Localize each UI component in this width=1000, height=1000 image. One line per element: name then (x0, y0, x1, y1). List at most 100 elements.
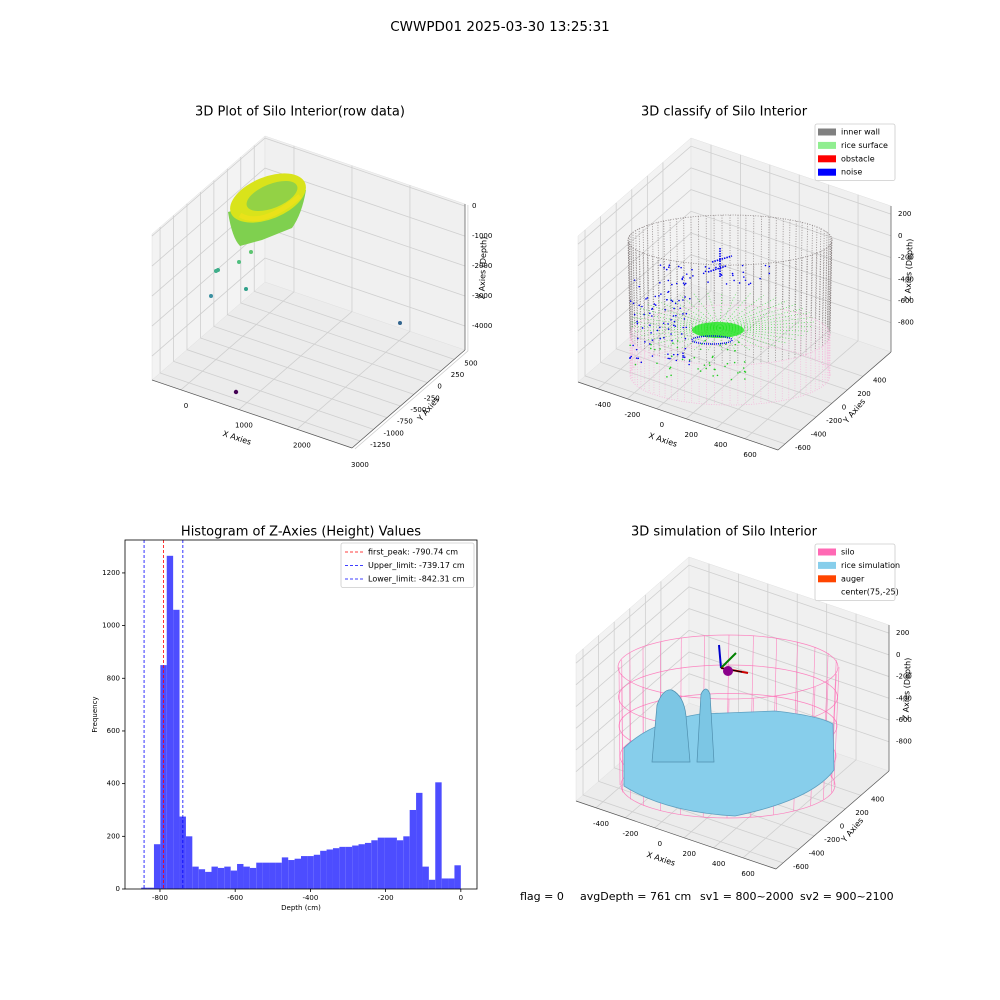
grid-line (213, 180, 415, 395)
surface-point (654, 348, 656, 351)
noise-point (741, 264, 744, 267)
noise-point (674, 302, 677, 305)
surface-point (744, 378, 746, 380)
noise-point (632, 302, 635, 305)
bar (441, 878, 449, 889)
wall-line (767, 263, 770, 363)
noise-point (651, 355, 654, 357)
noise-point (744, 279, 747, 282)
noise-point (682, 299, 684, 301)
wall-line (805, 223, 808, 316)
noise-point (670, 299, 673, 302)
bar (230, 870, 238, 889)
bar (448, 878, 455, 889)
legend-swatch (818, 575, 836, 583)
noise-point (682, 354, 684, 357)
wall-line (821, 249, 825, 347)
wall-line (669, 219, 672, 311)
x-tick-label: 400 (712, 860, 725, 868)
wall-line (690, 216, 693, 308)
chart-title: Histogram of Z-Axies (Height) Values (181, 525, 421, 540)
noise-point (685, 326, 688, 329)
wall-line (676, 261, 679, 361)
noise-point (684, 337, 687, 340)
noise-point (732, 274, 734, 277)
wall-line (800, 222, 803, 314)
noise-point (704, 270, 707, 273)
surface-point (712, 375, 714, 377)
noise-point (683, 318, 686, 320)
wall-line (676, 218, 679, 310)
noise-point (683, 356, 686, 359)
wall-line (788, 219, 791, 311)
x-tick-label: 400 (714, 441, 727, 449)
x-tick-label: 200 (683, 850, 696, 858)
chart-title: 3D Plot of Silo Interior(row data) (195, 105, 405, 120)
bar (173, 609, 180, 889)
surface-point (734, 350, 736, 352)
surface-line (693, 293, 721, 329)
noise-point (636, 322, 639, 325)
x-axis-label: X Axies (222, 429, 253, 447)
legend-label: Upper_limit: -739.17 cm (368, 561, 465, 570)
x-tick-label: -200 (624, 411, 640, 419)
surface-line (719, 327, 764, 350)
grid-line (577, 210, 892, 310)
footer-text: sv2 = 900~2100 (800, 890, 894, 903)
wall-line (635, 230, 639, 324)
point (214, 269, 218, 273)
noise-point (691, 268, 693, 271)
noise-point (759, 277, 761, 280)
point (398, 321, 402, 325)
noise-point (665, 268, 668, 271)
noise-point (688, 297, 691, 300)
grid-line (646, 175, 848, 391)
noise-point (636, 320, 638, 323)
wall-line (638, 228, 642, 322)
noise-point (688, 360, 691, 362)
y-tick-label: 400 (107, 780, 120, 788)
noise-point (672, 324, 675, 327)
surface-line (667, 297, 721, 329)
wall-line (663, 220, 666, 313)
bar (332, 848, 340, 889)
noise-point (764, 264, 767, 267)
wall-line (818, 228, 822, 322)
bar (198, 869, 206, 889)
noise-point (738, 282, 741, 284)
surface-line (719, 291, 723, 329)
surface-point (634, 363, 637, 366)
noise-point (667, 353, 669, 355)
bar (224, 866, 231, 889)
grid-line (354, 204, 469, 450)
noise-point (768, 272, 771, 275)
x-tick-label: 2000 (293, 441, 311, 449)
grid-line (159, 227, 361, 442)
wall-line (657, 222, 660, 314)
noise-point (667, 279, 670, 282)
y-axis-line (777, 351, 892, 451)
surface-point (649, 347, 652, 350)
noise-point (680, 333, 683, 335)
surface-point (739, 371, 741, 373)
noise-point (643, 313, 645, 316)
classified-cloud (627, 214, 833, 406)
silo-ring (617, 634, 839, 700)
surface-line (639, 327, 721, 336)
footer-text: avgDepth = 761 cm (580, 890, 691, 903)
wall-line (635, 249, 639, 347)
noise-point (675, 282, 678, 285)
noise-point (683, 283, 686, 286)
z-axis-label: Z Axies (Depth) (903, 239, 914, 302)
noise-point (688, 363, 690, 366)
legend-label: auger (841, 574, 865, 583)
z-tick-label: -800 (896, 738, 912, 746)
wall-line (774, 217, 777, 309)
bar (153, 844, 161, 889)
point (237, 260, 241, 264)
noise-point (670, 318, 672, 321)
surface-point (733, 361, 736, 364)
noise-point (671, 300, 674, 303)
noise-point (649, 324, 651, 326)
bar (141, 887, 148, 889)
